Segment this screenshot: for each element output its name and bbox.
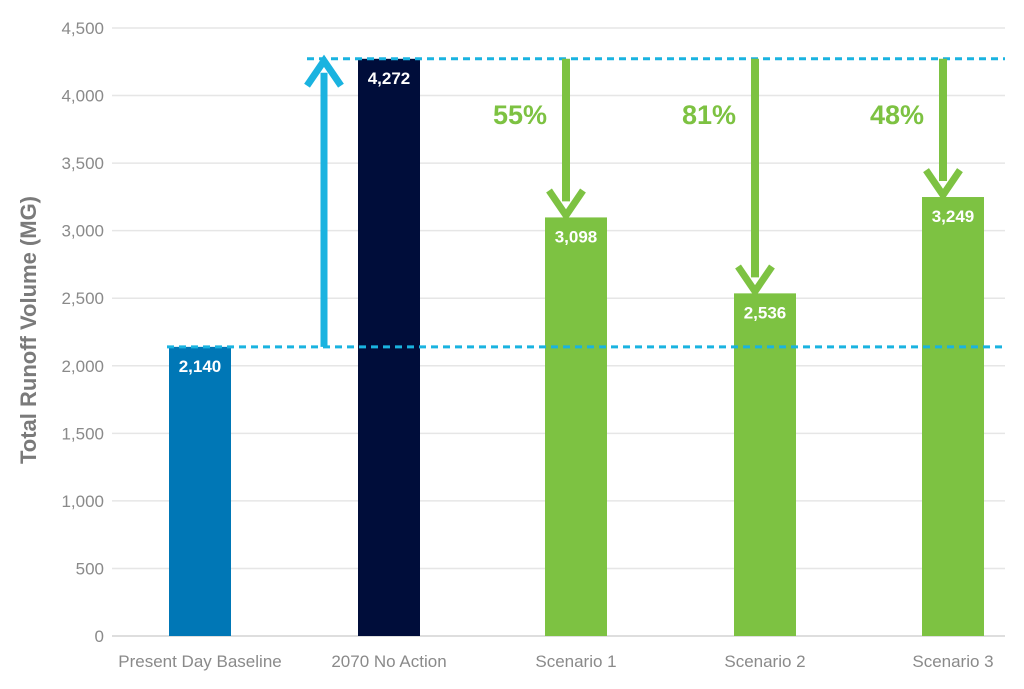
- bars: [169, 58, 984, 637]
- reduction-arrow-2-head: [546, 188, 586, 222]
- reduction-arrow-3-head: [735, 264, 775, 298]
- x-category-label: Scenario 3: [912, 652, 993, 671]
- data-labels: 2,140 4,272 3,098 2,536 3,249: [179, 69, 975, 376]
- x-axis-categories: Present Day Baseline 2070 No Action Scenar…: [118, 652, 993, 671]
- y-tick-label: 1,000: [61, 492, 104, 511]
- y-tick-label: 3,500: [61, 154, 104, 173]
- reduction-percent-label: 81%: [682, 100, 736, 130]
- bar-value-label: 2,536: [744, 303, 787, 322]
- y-tick-label: 500: [76, 559, 104, 578]
- bar-value-label: 2,140: [179, 357, 222, 376]
- bar-value-label: 3,098: [555, 227, 598, 246]
- x-category-label: Scenario 2: [724, 652, 805, 671]
- x-category-label: Scenario 1: [535, 652, 616, 671]
- reference-lines: [167, 57, 1005, 349]
- bar-value-label: 3,249: [932, 207, 975, 226]
- reduction-percent-label: 48%: [870, 100, 924, 130]
- bar-3: [545, 217, 607, 636]
- bar-value-label: 4,272: [368, 69, 411, 88]
- bar-1: [169, 346, 231, 636]
- y-tick-label: 0: [95, 627, 104, 646]
- y-tick-label: 2,500: [61, 289, 104, 308]
- y-tick-label: 4,500: [61, 19, 104, 38]
- y-axis-ticks: 0 500 1,000 1,500 2,000 2,500 3,000 3,500 4,000 4…: [61, 19, 104, 646]
- y-tick-label: 1,500: [61, 424, 104, 443]
- arrows: 55% 81% 48%: [304, 54, 963, 347]
- increase-arrow-head: [304, 54, 344, 88]
- y-tick-label: 3,000: [61, 222, 104, 241]
- reduction-percent-label: 55%: [493, 100, 547, 130]
- x-category-label: Present Day Baseline: [118, 652, 281, 671]
- bar-4: [734, 293, 796, 636]
- reduction-arrow-4-head: [923, 168, 963, 202]
- x-category-label: 2070 No Action: [331, 652, 446, 671]
- y-axis-label: Total Runoff Volume (MG): [16, 196, 41, 464]
- bar-5: [922, 197, 984, 637]
- y-tick-label: 2,000: [61, 357, 104, 376]
- y-tick-label: 4,000: [61, 87, 104, 106]
